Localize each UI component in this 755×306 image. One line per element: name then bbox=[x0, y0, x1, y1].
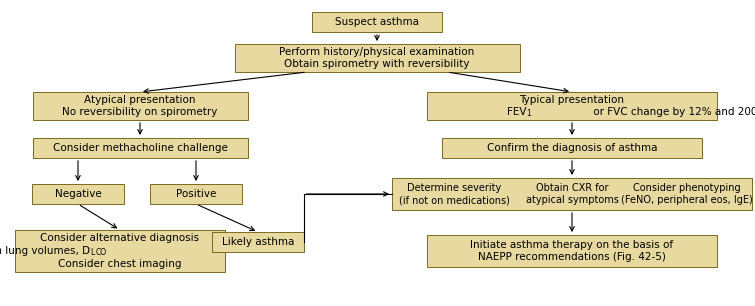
Text: Consider methacholine challenge: Consider methacholine challenge bbox=[53, 143, 227, 153]
Text: Atypical presentation
No reversibility on spirometry: Atypical presentation No reversibility o… bbox=[63, 95, 217, 117]
FancyBboxPatch shape bbox=[32, 138, 248, 158]
Text: 1: 1 bbox=[527, 109, 532, 118]
Text: Positive: Positive bbox=[176, 189, 216, 199]
FancyBboxPatch shape bbox=[427, 235, 717, 267]
Text: Obtain CXR for
atypical symptoms: Obtain CXR for atypical symptoms bbox=[525, 183, 618, 205]
Text: Perform history/physical examination
Obtain spirometry with reversibility: Perform history/physical examination Obt… bbox=[279, 47, 475, 69]
Text: Obtain lung volumes, D: Obtain lung volumes, D bbox=[0, 246, 90, 256]
Text: Negative: Negative bbox=[54, 189, 101, 199]
FancyBboxPatch shape bbox=[427, 92, 717, 120]
FancyBboxPatch shape bbox=[442, 138, 702, 158]
Text: Consider chest imaging: Consider chest imaging bbox=[58, 259, 182, 269]
Text: Consider alternative diagnosis: Consider alternative diagnosis bbox=[41, 233, 199, 243]
FancyBboxPatch shape bbox=[212, 232, 304, 252]
Text: Likely asthma: Likely asthma bbox=[222, 237, 294, 247]
FancyBboxPatch shape bbox=[15, 230, 225, 272]
Text: Determine severity
(if not on medications): Determine severity (if not on medication… bbox=[399, 183, 510, 205]
Text: Typical presentation: Typical presentation bbox=[519, 95, 624, 105]
Text: Consider phenotyping
(FeNO, peripheral eos, IgE): Consider phenotyping (FeNO, peripheral e… bbox=[621, 183, 753, 205]
Text: Confirm the diagnosis of asthma: Confirm the diagnosis of asthma bbox=[487, 143, 658, 153]
Text: Initiate asthma therapy on the basis of
NAEPP recommendations (Fig. 42-5): Initiate asthma therapy on the basis of … bbox=[470, 240, 673, 262]
FancyBboxPatch shape bbox=[32, 184, 124, 204]
FancyBboxPatch shape bbox=[312, 12, 442, 32]
Text: Suspect asthma: Suspect asthma bbox=[335, 17, 419, 27]
Text: L: L bbox=[90, 248, 94, 257]
Text: FEV: FEV bbox=[507, 107, 527, 117]
Text: or FVC change by 12% and 200 mL: or FVC change by 12% and 200 mL bbox=[590, 107, 755, 117]
FancyBboxPatch shape bbox=[392, 178, 752, 210]
FancyBboxPatch shape bbox=[150, 184, 242, 204]
Text: CO: CO bbox=[96, 248, 107, 257]
FancyBboxPatch shape bbox=[235, 44, 519, 72]
FancyBboxPatch shape bbox=[32, 92, 248, 120]
